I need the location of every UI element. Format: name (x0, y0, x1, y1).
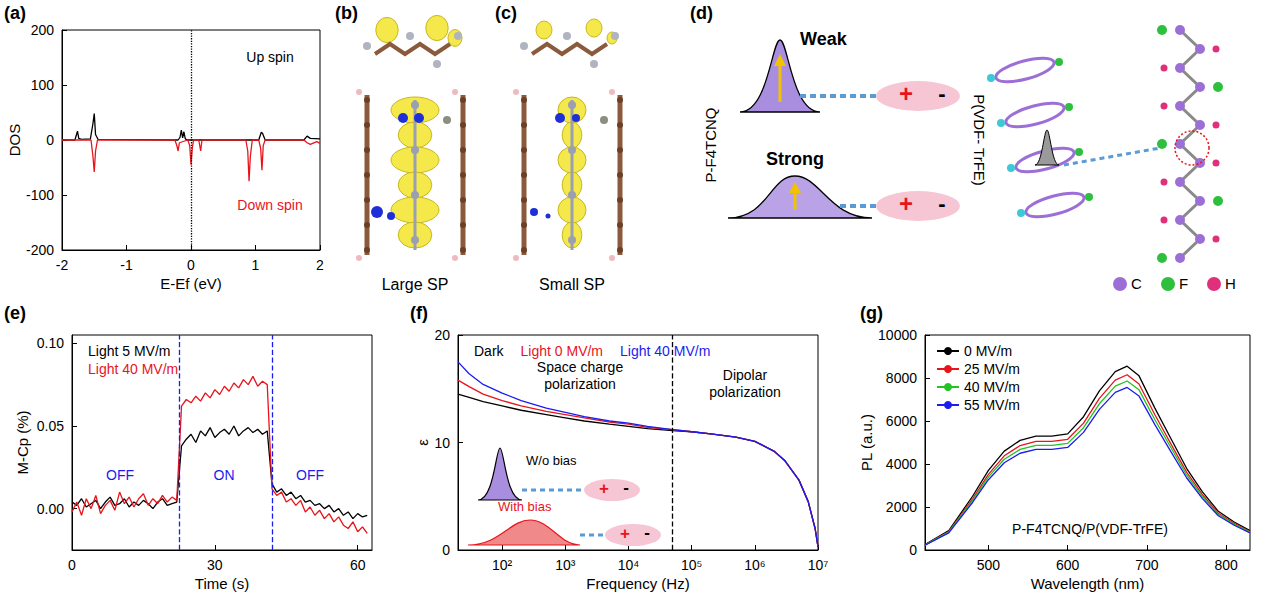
svg-text:+: + (899, 190, 913, 217)
svg-text:10⁷: 10⁷ (808, 557, 829, 573)
svg-text:-: - (623, 478, 629, 497)
svg-text:P-F4TCNQ/P(VDF-TrFE): P-F4TCNQ/P(VDF-TrFE) (1012, 521, 1168, 537)
svg-text:700: 700 (1135, 557, 1159, 573)
svg-text:40 MV/m: 40 MV/m (964, 379, 1020, 395)
svg-text:-: - (644, 523, 650, 542)
svg-text:+: + (599, 479, 609, 498)
svg-text:(d): (d) (690, 3, 713, 23)
svg-text:W/o bias: W/o bias (526, 453, 577, 468)
svg-text:Light 40 MV/m: Light 40 MV/m (88, 361, 178, 377)
svg-text:2: 2 (316, 257, 324, 273)
svg-text:C: C (1131, 275, 1142, 292)
svg-text:ε: ε (414, 439, 431, 446)
svg-text:20: 20 (434, 327, 450, 343)
svg-text:10²: 10² (492, 557, 513, 573)
svg-text:E-Ef (eV): E-Ef (eV) (160, 275, 222, 292)
svg-text:0.10: 0.10 (37, 335, 64, 351)
svg-text:Time (s): Time (s) (195, 575, 249, 592)
svg-text:-: - (938, 81, 945, 106)
svg-text:OFF: OFF (296, 467, 324, 483)
svg-text:800: 800 (1215, 557, 1239, 573)
svg-text:10⁶: 10⁶ (744, 557, 765, 573)
svg-text:0: 0 (187, 257, 195, 273)
svg-text:1: 1 (252, 257, 260, 273)
svg-text:0.05: 0.05 (37, 418, 64, 434)
svg-text:Weak: Weak (800, 29, 848, 49)
svg-text:Up spin: Up spin (246, 49, 293, 65)
svg-text:0.00: 0.00 (37, 501, 64, 517)
svg-text:0: 0 (442, 542, 450, 558)
svg-text:10: 10 (434, 435, 450, 451)
svg-text:0: 0 (909, 542, 917, 558)
svg-text:-200: -200 (26, 242, 54, 258)
svg-text:55 MV/m: 55 MV/m (964, 397, 1020, 413)
svg-text:Down spin: Down spin (237, 197, 302, 213)
svg-text:10⁵: 10⁵ (681, 557, 702, 573)
svg-text:-: - (938, 191, 945, 216)
svg-text:F: F (1179, 275, 1188, 292)
svg-text:(e): (e) (4, 303, 26, 323)
svg-text:-2: -2 (56, 257, 69, 273)
svg-text:10³: 10³ (555, 557, 576, 573)
svg-text:200: 200 (31, 22, 55, 38)
svg-text:(a): (a) (4, 3, 26, 23)
svg-text:Light 5 MV/m: Light 5 MV/m (88, 343, 170, 359)
svg-text:+: + (620, 524, 630, 543)
svg-text:0: 0 (68, 557, 76, 573)
svg-text:polarization: polarization (709, 384, 781, 400)
svg-text:600: 600 (1056, 557, 1080, 573)
svg-text:H: H (1225, 275, 1236, 292)
svg-text:(b): (b) (335, 3, 358, 23)
svg-text:10000: 10000 (878, 327, 917, 343)
svg-text:Small SP: Small SP (539, 276, 605, 293)
svg-text:DOS: DOS (6, 124, 23, 157)
svg-text:0 MV/m: 0 MV/m (964, 343, 1012, 359)
svg-text:P-F4TCNQ: P-F4TCNQ (702, 108, 719, 183)
svg-text:Strong: Strong (766, 149, 824, 169)
svg-text:Frequency (Hz): Frequency (Hz) (586, 575, 689, 592)
svg-text:+: + (899, 80, 913, 107)
svg-text:4000: 4000 (886, 456, 917, 472)
svg-text:(f): (f) (410, 303, 428, 323)
svg-text:10⁴: 10⁴ (618, 557, 640, 573)
svg-text:P(VDF- TrFE): P(VDF- TrFE) (971, 94, 988, 186)
svg-text:500: 500 (977, 557, 1001, 573)
svg-text:With bias: With bias (498, 499, 552, 514)
svg-text:30: 30 (207, 557, 223, 573)
svg-text:OFF: OFF (106, 467, 134, 483)
svg-text:60: 60 (350, 557, 366, 573)
svg-text:2000: 2000 (886, 499, 917, 515)
svg-text:Large SP: Large SP (382, 276, 449, 293)
svg-text:M-Cp (%): M-Cp (%) (14, 410, 31, 474)
svg-text:Dark: Dark (474, 343, 505, 359)
svg-text:Wavelength (nm): Wavelength (nm) (1031, 575, 1145, 592)
svg-text:ON: ON (214, 467, 235, 483)
svg-text:(c): (c) (495, 3, 517, 23)
svg-text:polarization: polarization (544, 376, 616, 392)
svg-text:-1: -1 (120, 257, 133, 273)
svg-text:PL (a.u.): PL (a.u.) (858, 414, 875, 471)
svg-text:100: 100 (31, 77, 55, 93)
svg-text:0: 0 (46, 132, 54, 148)
svg-text:(g): (g) (860, 303, 883, 323)
svg-text:Space charge: Space charge (537, 359, 624, 375)
svg-text:Light 40 MV/m: Light 40 MV/m (620, 343, 710, 359)
svg-text:25 MV/m: 25 MV/m (964, 361, 1020, 377)
svg-text:6000: 6000 (886, 413, 917, 429)
svg-text:8000: 8000 (886, 370, 917, 386)
svg-text:Dipolar: Dipolar (723, 367, 768, 383)
svg-text:-100: -100 (26, 187, 54, 203)
svg-text:Light 0 MV/m: Light 0 MV/m (521, 343, 603, 359)
